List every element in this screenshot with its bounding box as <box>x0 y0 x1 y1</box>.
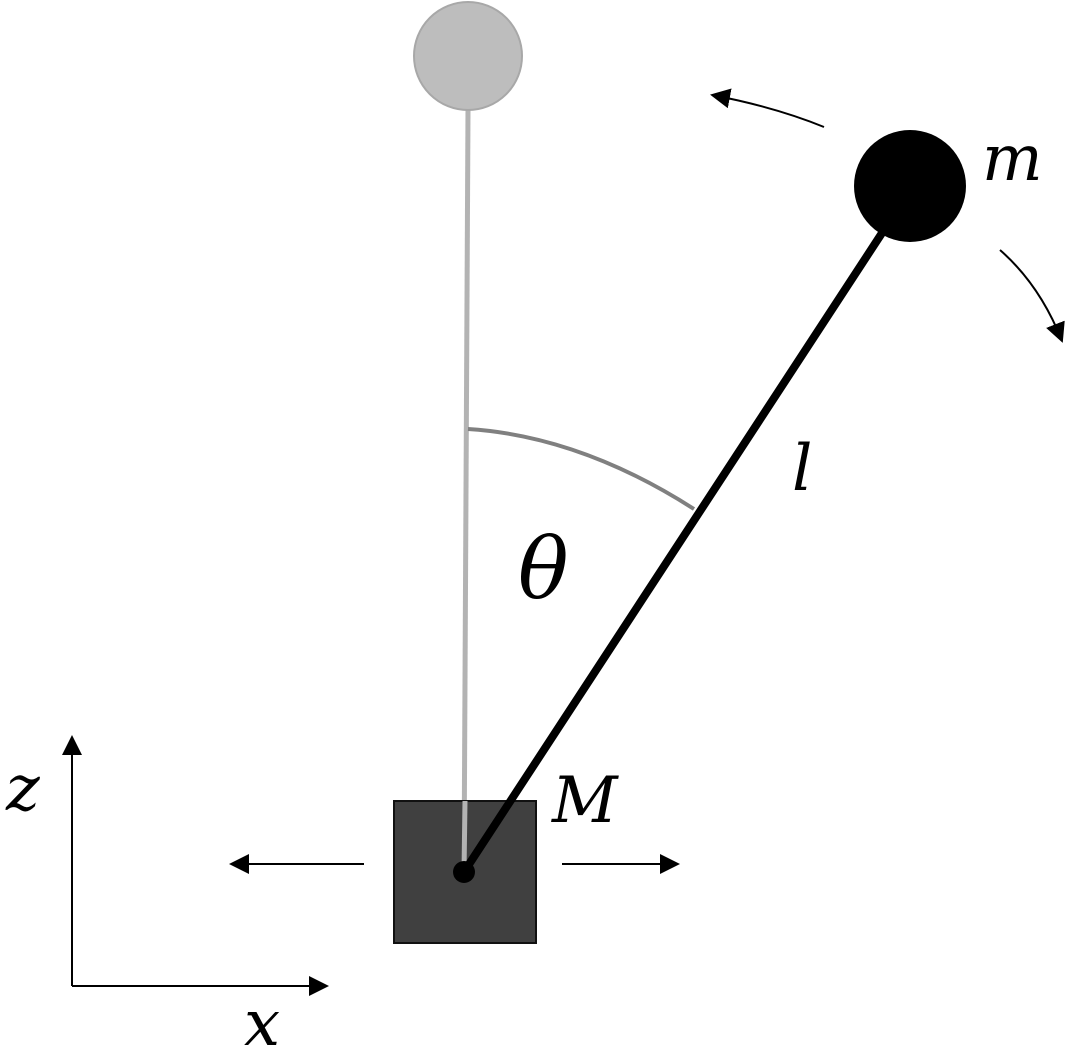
z-axis-label: z <box>5 752 41 826</box>
pendulum-bob <box>854 130 966 242</box>
upright-reference-rod-base <box>461 800 468 873</box>
upright-reference-bob <box>413 1 523 111</box>
angle-arc <box>467 427 696 511</box>
rotation-arrow-counterclockwise <box>710 88 825 128</box>
pivot-joint <box>453 861 475 883</box>
pendulum-rod <box>460 229 886 876</box>
cart-mass-label: M <box>551 764 619 838</box>
rod-length-label: l <box>792 432 812 506</box>
angle-label: θ <box>518 520 569 618</box>
bob-mass-label: m <box>982 122 1043 196</box>
upright-reference-rod <box>461 109 471 873</box>
rotation-arrow-clockwise <box>999 249 1065 343</box>
x-axis-label: x <box>244 987 280 1060</box>
